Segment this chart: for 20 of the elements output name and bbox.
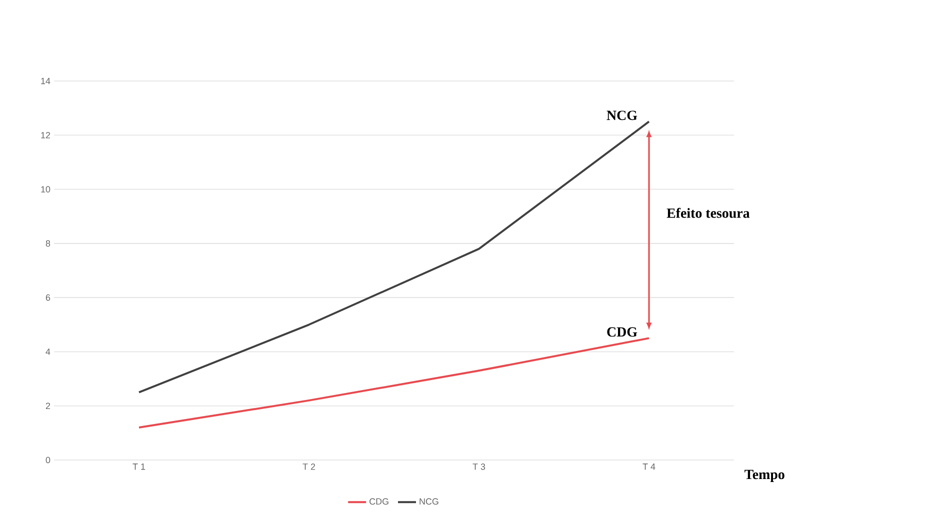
- legend-label: CDG: [370, 498, 388, 505]
- x-tick-label: T 4: [642, 464, 656, 470]
- y-tick-label: 14: [41, 78, 50, 84]
- legend-label: NCG: [420, 498, 438, 505]
- y-tick-label: 0: [46, 456, 50, 464]
- line-series: [138, 337, 650, 429]
- y-tick-label: 8: [46, 240, 50, 247]
- y-tick-label: 10: [41, 186, 50, 192]
- x-tick-label: T 3: [472, 464, 486, 470]
- x-axis-title: Tempo: [744, 470, 784, 482]
- y-tick-label: 6: [46, 294, 50, 301]
- annotation: NCG: [606, 110, 638, 120]
- annotation: CDG: [607, 327, 638, 337]
- line-series: [138, 120, 650, 394]
- y-tick-label: 12: [41, 132, 50, 138]
- x-tick-label: T 1: [132, 464, 146, 470]
- annotation: Efeito tesoura: [666, 208, 750, 218]
- y-tick-label: 2: [46, 402, 50, 409]
- y-tick-label: 4: [46, 348, 50, 355]
- x-tick-label: T 2: [302, 464, 316, 470]
